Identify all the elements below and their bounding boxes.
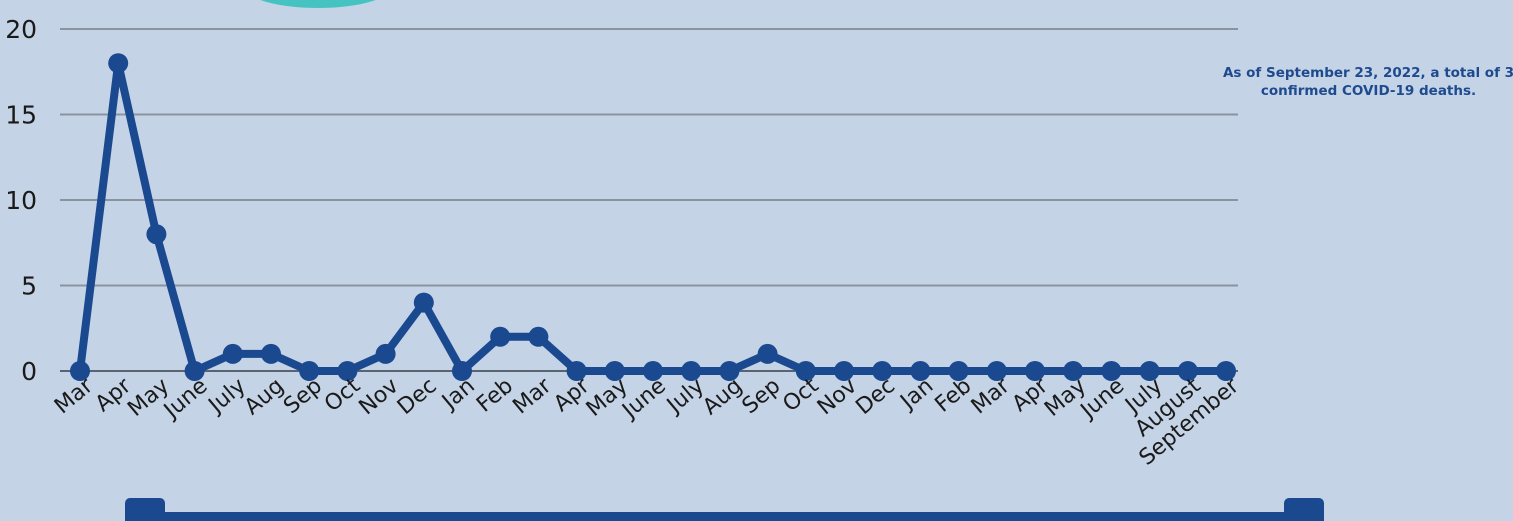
data-point: [757, 343, 778, 364]
y-tick-label: 10: [5, 186, 37, 215]
data-point: [910, 361, 931, 381]
x-tick-label: July: [203, 373, 251, 419]
data-point: [299, 361, 320, 381]
data-point: [1025, 361, 1045, 381]
data-point: [413, 292, 434, 313]
y-tick-label: 5: [21, 272, 37, 301]
data-point: [1101, 361, 1122, 381]
data-point: [643, 361, 663, 381]
x-tick-label: Mar: [508, 373, 557, 419]
data-point: [1177, 361, 1198, 381]
series-line: [76, 59, 1230, 375]
annotation-line-2: confirmed COVID-19 deaths.: [1260, 83, 1477, 99]
bottom-bar: [125, 498, 1324, 521]
data-point: [222, 343, 243, 364]
series: [70, 53, 1236, 381]
data-point: [1216, 361, 1236, 381]
x-tick-label: Mar: [50, 373, 99, 419]
x-tick-label: Nov: [813, 373, 862, 420]
data-point: [872, 361, 893, 381]
data-point: [604, 361, 625, 381]
x-tick-label: Jan: [895, 373, 939, 415]
x-tick-label: Feb: [931, 373, 977, 417]
x-tick-label: July: [661, 373, 709, 419]
data-point: [452, 361, 472, 381]
x-tick-label: Aug: [698, 373, 747, 420]
data-point: [184, 361, 205, 381]
x-tick-label: Sep: [279, 373, 327, 419]
x-tick-label: Dec: [393, 373, 442, 420]
annotation-note: As of September 23, 2022, a total of 3 c…: [1186, 64, 1513, 100]
y-tick-label: 0: [21, 357, 37, 386]
data-point: [490, 326, 511, 347]
y-tick-label: 20: [5, 15, 37, 44]
x-tick-label: Oct: [778, 373, 823, 417]
data-point: [337, 361, 358, 381]
data-point: [146, 224, 167, 245]
x-tick-label: Dec: [851, 373, 900, 420]
x-tick-label: Aug: [240, 373, 289, 420]
x-tick-label: Nov: [354, 373, 403, 420]
data-point: [948, 361, 969, 381]
data-point: [261, 343, 281, 364]
x-tick-label: Jan: [436, 373, 480, 415]
data-point: [719, 361, 740, 381]
x-tick-label: Feb: [472, 373, 518, 417]
data-point: [566, 361, 587, 381]
data-point: [1139, 361, 1160, 381]
data-point: [375, 343, 396, 364]
y-axis: 0 5 10 15 20: [5, 15, 37, 386]
annotation-line-1: As of September 23, 2022, a total of 3: [1222, 65, 1513, 81]
data-point: [108, 53, 129, 74]
data-point: [528, 326, 549, 347]
data-point: [986, 361, 1007, 381]
x-tick-label: Mar: [967, 373, 1016, 419]
y-tick-label: 15: [5, 101, 37, 130]
data-point: [681, 361, 702, 381]
x-axis: MarAprMayJuneJulyAugSepOctNovDecJanFebMa…: [50, 373, 1245, 471]
data-point: [70, 361, 90, 381]
data-point: [1063, 361, 1084, 381]
data-point: [834, 361, 854, 381]
grid: [60, 28, 1238, 372]
teal-badge: [260, 0, 376, 8]
data-point: [795, 361, 816, 381]
x-tick-label: Oct: [320, 373, 365, 417]
x-tick-label: Sep: [738, 373, 786, 419]
